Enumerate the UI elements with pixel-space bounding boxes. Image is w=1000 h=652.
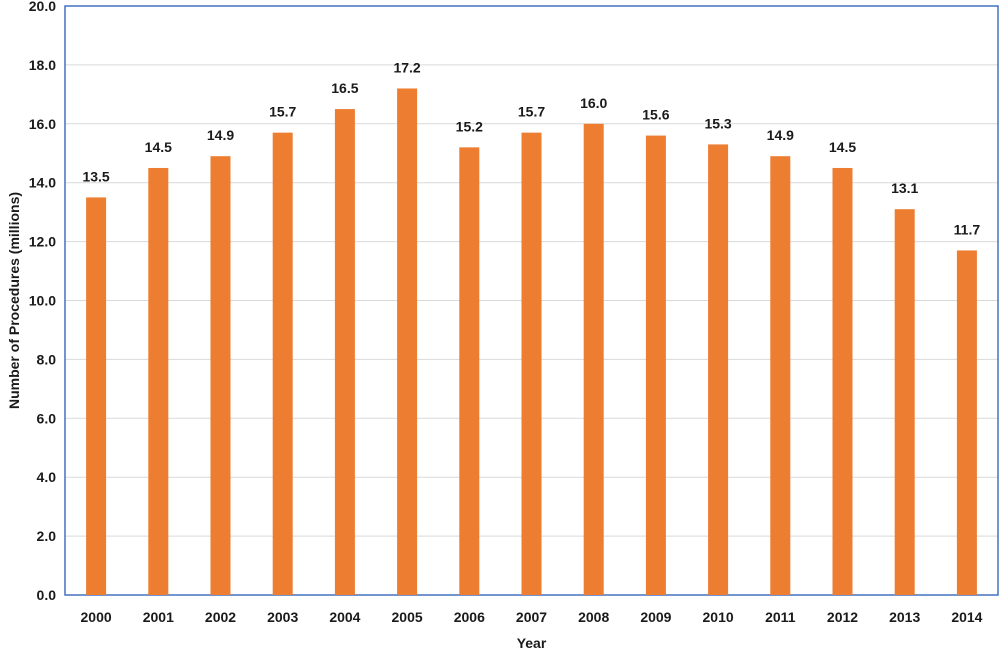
- bar-2012: [832, 167, 853, 595]
- y-tick-label: 0.0: [37, 587, 57, 603]
- y-tick-label: 20.0: [29, 0, 56, 14]
- x-tick-label: 2010: [703, 609, 734, 625]
- data-label-2004: 16.5: [331, 80, 358, 96]
- y-tick-label: 2.0: [37, 528, 57, 544]
- bar-2011: [770, 156, 791, 595]
- bar-series: [86, 88, 977, 596]
- bar-2000: [86, 197, 107, 596]
- x-tick-label: 2013: [889, 609, 920, 625]
- bar-2010: [708, 144, 729, 596]
- data-label-2010: 15.3: [704, 115, 731, 131]
- data-label-2014: 11.7: [954, 221, 981, 237]
- y-tick-label: 6.0: [37, 410, 57, 426]
- data-label-2001: 14.5: [145, 139, 172, 155]
- x-tick-label: 2008: [578, 609, 609, 625]
- bar-2007: [521, 132, 542, 595]
- bar-2002: [210, 156, 231, 595]
- x-tick-label: 2014: [951, 609, 982, 625]
- y-axis-title: Number of Procedures (millions): [6, 192, 22, 409]
- y-tick-label: 12.0: [29, 234, 56, 250]
- x-tick-label: 2000: [81, 609, 112, 625]
- data-label-2012: 14.5: [829, 139, 856, 155]
- y-tick-label: 14.0: [29, 175, 56, 191]
- y-tick-label: 16.0: [29, 116, 56, 132]
- data-label-2013: 13.1: [891, 180, 918, 196]
- bar-2009: [645, 135, 666, 595]
- x-tick-label: 2004: [329, 609, 360, 625]
- x-tick-label: 2009: [640, 609, 671, 625]
- data-label-2008: 16.0: [580, 95, 607, 111]
- data-label-2011: 14.9: [767, 127, 794, 143]
- x-axis-ticks: 2000 2001 2002 2003 2004 2005 2006 2007 2008 2009…: [81, 609, 983, 625]
- bar-2014: [956, 250, 977, 595]
- y-tick-label: 18.0: [29, 57, 56, 73]
- x-tick-label: 2011: [765, 609, 796, 625]
- data-label-2003: 15.7: [269, 104, 296, 120]
- bar-2013: [894, 209, 915, 595]
- data-label-2007: 15.7: [518, 104, 545, 120]
- x-tick-label: 2012: [827, 609, 858, 625]
- bar-2006: [459, 147, 480, 596]
- bar-2005: [397, 88, 418, 596]
- x-tick-label: 2006: [454, 609, 485, 625]
- data-label-2000: 13.5: [82, 168, 109, 184]
- x-tick-label: 2005: [392, 609, 423, 625]
- x-tick-label: 2002: [205, 609, 236, 625]
- y-tick-label: 8.0: [37, 351, 57, 367]
- bar-2003: [272, 132, 293, 595]
- bar-2001: [148, 167, 169, 595]
- data-label-2002: 14.9: [207, 127, 234, 143]
- x-tick-label: 2003: [267, 609, 298, 625]
- x-axis-title: Year: [517, 635, 547, 651]
- x-tick-label: 2007: [516, 609, 547, 625]
- data-label-2006: 15.2: [456, 118, 483, 134]
- data-label-2009: 15.6: [642, 107, 669, 123]
- y-axis-ticks: 0.0 2.0 4.0 6.0 8.0 10.0 12.0 14.0 16.0 18.0 20.0: [29, 0, 56, 603]
- data-labels: 13.5 14.5 14.9 15.7 16.5 17.2 15.2 15.7 16.0 15.6…: [82, 59, 980, 237]
- x-tick-label: 2001: [143, 609, 174, 625]
- bar-2008: [583, 123, 604, 596]
- y-tick-label: 10.0: [29, 293, 56, 309]
- y-tick-label: 4.0: [37, 469, 57, 485]
- bar-2004: [334, 109, 355, 595]
- data-label-2005: 17.2: [393, 59, 420, 75]
